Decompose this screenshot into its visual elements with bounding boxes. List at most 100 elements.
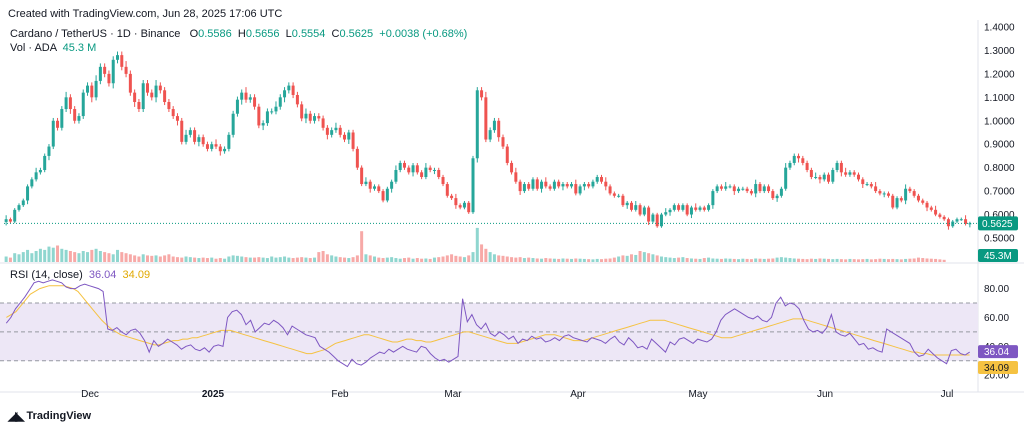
volume-bar xyxy=(235,255,239,262)
volume-bar xyxy=(137,256,141,262)
volume-bar xyxy=(929,258,933,262)
volume-bar xyxy=(775,257,779,262)
candle-body xyxy=(278,97,282,107)
time-axis-tick-4: Apr xyxy=(570,389,586,400)
candle-body xyxy=(865,184,869,186)
volume-bar xyxy=(886,259,890,262)
volume-bar xyxy=(621,255,625,262)
volume-bar xyxy=(612,257,616,262)
candle-body xyxy=(283,90,287,98)
candle-body xyxy=(677,205,681,210)
volume-bar xyxy=(227,256,231,262)
candle-body xyxy=(201,137,205,145)
candle-body xyxy=(775,195,779,199)
volume-bar xyxy=(925,258,929,262)
volume-bar xyxy=(767,258,771,262)
candle-body xyxy=(377,186,381,192)
volume-bar xyxy=(548,258,552,262)
candle-body xyxy=(210,144,214,149)
candle-body xyxy=(707,205,711,210)
candle-body xyxy=(437,169,441,178)
candle-body xyxy=(184,134,188,142)
candle-body xyxy=(420,172,424,178)
rsi-label[interactable]: RSI (14, close) xyxy=(10,269,83,281)
volume-bar xyxy=(295,257,299,262)
tradingview-logo[interactable]: ◢◣ TradingView xyxy=(8,409,91,423)
candle-body xyxy=(471,158,475,213)
volume-bar xyxy=(73,252,77,262)
rsi-ma-value: 34.09 xyxy=(122,269,151,281)
candle-body xyxy=(56,120,60,128)
candle-body xyxy=(43,155,47,170)
candle-body xyxy=(745,188,749,192)
rsi-band xyxy=(0,303,978,361)
candle-body xyxy=(552,181,556,189)
candle-body xyxy=(4,219,8,222)
volume-bar xyxy=(163,255,167,262)
volume-bar xyxy=(223,258,227,262)
candle-body xyxy=(942,216,946,220)
candle-body xyxy=(886,193,890,196)
candle-body xyxy=(484,97,488,140)
volume-bar xyxy=(540,258,544,262)
volume-bar xyxy=(510,257,514,262)
volume-bar xyxy=(94,248,98,262)
volume-bar xyxy=(154,255,158,262)
candle-body xyxy=(38,169,42,173)
candle-body xyxy=(111,59,115,84)
candle-body xyxy=(848,172,852,175)
candle-body xyxy=(291,85,295,95)
candle-body xyxy=(874,186,878,192)
candle-body xyxy=(321,118,325,128)
time-axis-tick-0: Dec xyxy=(81,389,99,400)
volume-bar xyxy=(210,257,214,262)
candle-body xyxy=(64,97,68,110)
candle-body xyxy=(364,181,368,185)
candle-body xyxy=(522,184,526,192)
volume-bar xyxy=(912,258,916,262)
volume-bar xyxy=(184,256,188,262)
volume-bar xyxy=(835,258,839,262)
candle-body xyxy=(454,198,458,206)
candle-body xyxy=(844,172,848,175)
candle-body xyxy=(424,167,428,178)
volume-bar xyxy=(634,254,638,262)
candle-body xyxy=(882,193,886,195)
candle-body xyxy=(158,85,162,91)
volume-bar xyxy=(321,251,325,262)
candle-body xyxy=(432,169,436,171)
volume-bar xyxy=(818,258,822,262)
symbol-label[interactable]: Cardano / TetherUS · 1D · Binance xyxy=(10,28,181,40)
volume-bar xyxy=(253,257,257,262)
time-axis-tick-2: Feb xyxy=(331,389,349,400)
volume-bar xyxy=(360,231,364,262)
candle-body xyxy=(617,195,621,197)
volume-bar xyxy=(265,258,269,262)
candle-body xyxy=(505,146,509,163)
volume-bar xyxy=(732,258,736,262)
volume-bar xyxy=(56,245,60,262)
candle-body xyxy=(715,186,719,192)
volume-bar xyxy=(822,258,826,262)
volume-bar xyxy=(68,251,72,262)
tradingview-logo-icon: ◢◣ xyxy=(8,409,25,423)
volume-bar xyxy=(240,256,244,262)
volume-bar xyxy=(629,254,633,262)
price-axis-tick-6: 0.8000 xyxy=(984,163,1015,174)
volume-label[interactable]: Vol · ADA xyxy=(10,42,57,54)
candle-body xyxy=(719,186,723,189)
volume-bar xyxy=(715,258,719,262)
volume-bar xyxy=(287,257,291,262)
volume-bar xyxy=(411,258,415,262)
candle-body xyxy=(968,223,972,225)
candle-body xyxy=(664,212,668,215)
candle-body xyxy=(137,102,141,110)
candle-body xyxy=(90,85,94,98)
candle-body xyxy=(728,186,732,188)
candle-body xyxy=(120,55,124,67)
candle-body xyxy=(514,172,518,182)
candle-body xyxy=(946,219,950,227)
candle-body xyxy=(531,179,535,189)
candle-body xyxy=(647,207,651,222)
